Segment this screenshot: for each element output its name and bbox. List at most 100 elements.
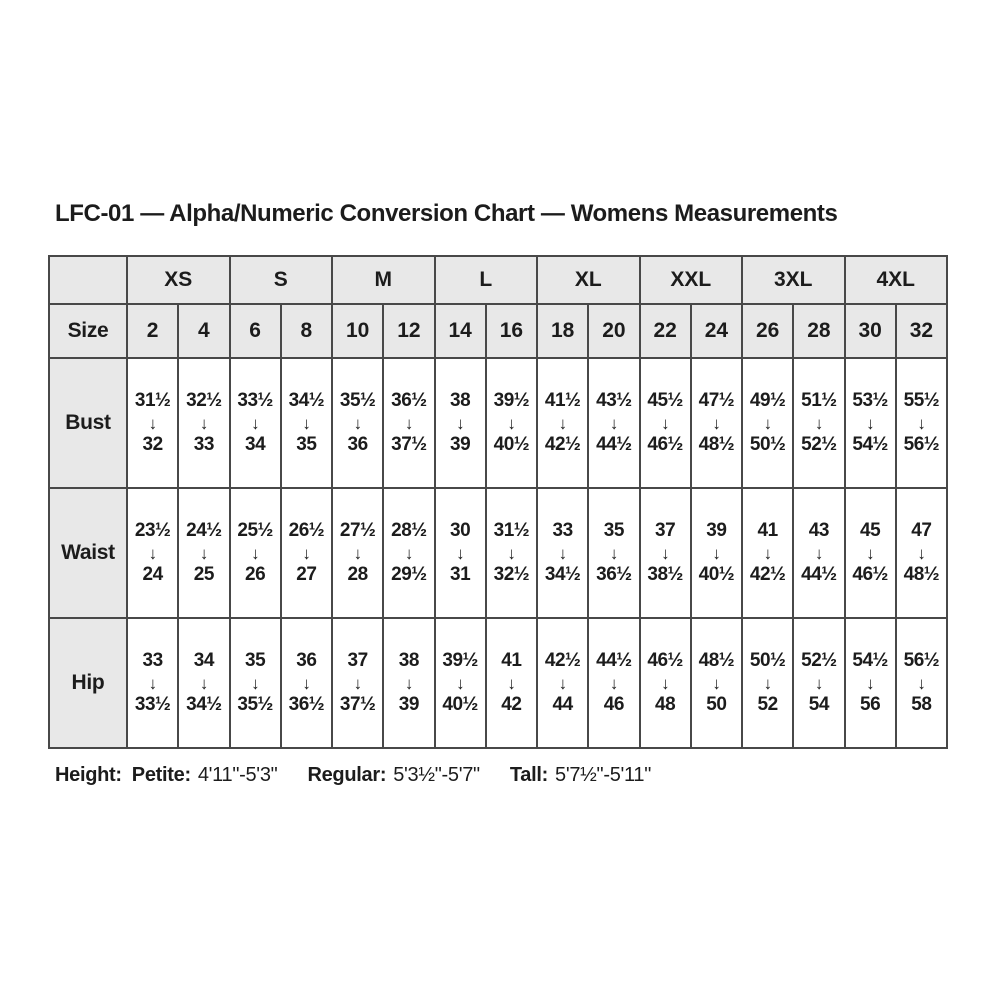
range-to: 46½ <box>647 433 683 455</box>
range-to: 40½ <box>698 563 735 585</box>
down-arrow-icon: ↓ <box>558 673 568 693</box>
measure-cell: 25½ ↓ 26 <box>228 487 282 619</box>
down-arrow-icon: ↓ <box>712 543 721 563</box>
down-arrow-icon: ↓ <box>814 543 824 563</box>
down-arrow-icon: ↓ <box>814 413 824 433</box>
range-to: 37½ <box>339 693 376 715</box>
measure-cell: 41½ ↓ 42½ <box>535 357 590 489</box>
measure-range: 24½ ↓ 25 <box>179 519 228 586</box>
measure-range: 47½ ↓ 48½ <box>692 390 741 456</box>
range-from: 43 <box>808 519 830 541</box>
range-from: 34½ <box>288 389 325 411</box>
range-to: 44½ <box>596 433 632 455</box>
range-to: 34½ <box>544 563 581 585</box>
measure-range: 52½ ↓ 54 <box>794 650 843 716</box>
range-from: 33½ <box>237 389 273 411</box>
range-from: 50½ <box>749 649 786 671</box>
measure-range: 41½ ↓ 42½ <box>538 390 587 456</box>
range-to: 52 <box>757 693 779 715</box>
numeric-size-cell-28: 28 <box>792 303 846 359</box>
measure-cell: 37 ↓ 37½ <box>330 617 385 749</box>
measure-cell: 23½ ↓ 24 <box>125 487 180 619</box>
measure-cell: 49½ ↓ 50½ <box>740 357 795 489</box>
numeric-size-cell-16: 16 <box>484 303 539 359</box>
alpha-size-row: XS S M L XL XXL 3XL 4XL <box>48 255 948 305</box>
measure-cell: 55½ ↓ 56½ <box>894 357 949 489</box>
measure-range: 56½ ↓ 58 <box>897 649 946 716</box>
measure-cell: 34 ↓ 34½ <box>177 617 231 749</box>
measure-cell: 38 ↓ 39 <box>433 357 487 489</box>
range-from: 31½ <box>493 519 530 541</box>
measure-cell: 41 ↓ 42½ <box>740 487 795 619</box>
down-arrow-icon: ↓ <box>507 673 516 693</box>
down-arrow-icon: ↓ <box>712 673 721 693</box>
down-arrow-icon: ↓ <box>763 543 773 563</box>
measure-range: 32½ ↓ 33 <box>179 390 228 456</box>
range-from: 24½ <box>186 519 222 541</box>
down-arrow-icon: ↓ <box>558 413 568 433</box>
numeric-size-cell-20: 20 <box>587 303 641 359</box>
alpha-size-cell-4xl: 4XL <box>843 255 948 305</box>
down-arrow-icon: ↓ <box>404 413 414 433</box>
measure-range: 50½ ↓ 52 <box>743 649 792 716</box>
measure-cell: 30 ↓ 31 <box>433 487 487 619</box>
measure-range: 37 ↓ 37½ <box>333 650 382 716</box>
range-to: 34 <box>245 433 266 455</box>
down-arrow-icon: ↓ <box>456 543 465 563</box>
range-to: 36 <box>347 433 369 455</box>
measurement-row-bust: Bust 31½ ↓ 32 32½ ↓ 33 33½ ↓ 34 34½ ↓ 35 35½ ↓ 36 36½ ↓ 37… <box>48 357 949 489</box>
measure-range: 35 ↓ 36½ <box>589 520 638 586</box>
measure-range: 55½ ↓ 56½ <box>897 389 946 456</box>
measure-range: 45½ ↓ 46½ <box>641 389 690 456</box>
range-from: 56½ <box>903 649 940 671</box>
down-arrow-icon: ↓ <box>814 673 824 693</box>
measure-range: 48½ ↓ 50 <box>692 650 741 716</box>
measurement-row-hip: Hip 33 ↓ 33½ 34 ↓ 34½ 35 ↓ 35½ 36 ↓ 36½ 37 ↓ 37½ 38 ↓ 39 39… <box>48 617 949 749</box>
measure-cell: 38 ↓ 39 <box>382 617 436 749</box>
measure-range: 38 ↓ 39 <box>436 390 485 456</box>
measure-range: 44½ ↓ 46 <box>589 650 638 716</box>
alpha-size-cell-xl: XL <box>536 255 641 305</box>
range-to: 44½ <box>801 563 837 585</box>
numeric-size-cell-8: 8 <box>279 303 334 359</box>
range-from: 41 <box>757 519 779 541</box>
numeric-size-cell-6: 6 <box>228 303 282 359</box>
measure-range: 39½ ↓ 40½ <box>436 649 485 716</box>
measure-cell: 28½ ↓ 29½ <box>382 487 436 619</box>
measure-range: 45 ↓ 46½ <box>846 520 895 586</box>
measure-cell: 45 ↓ 46½ <box>843 487 897 619</box>
measure-range: 30 ↓ 31 <box>436 520 485 586</box>
range-to: 50½ <box>749 433 786 455</box>
measure-cell: 39½ ↓ 40½ <box>433 617 487 749</box>
range-from: 39½ <box>442 649 478 671</box>
table-body: Bust 31½ ↓ 32 32½ ↓ 33 33½ ↓ 34 34½ ↓ 35 35½ ↓ 36 36½ ↓ 37… <box>48 357 949 749</box>
range-to: 36½ <box>596 563 632 585</box>
measure-range: 35 ↓ 35½ <box>231 650 280 716</box>
measure-range: 43 ↓ 44½ <box>794 519 843 586</box>
range-from: 23½ <box>134 519 171 541</box>
down-arrow-icon: ↓ <box>148 413 158 433</box>
range-to: 42 <box>501 693 522 715</box>
down-arrow-icon: ↓ <box>507 543 516 563</box>
measure-range: 34½ ↓ 35 <box>282 389 331 456</box>
measure-range: 33 ↓ 33½ <box>128 650 177 716</box>
alpha-size-cell-xxl: XXL <box>638 255 743 305</box>
numeric-size-cell-32: 32 <box>894 303 949 359</box>
range-from: 55½ <box>903 389 940 411</box>
range-to: 34½ <box>186 693 222 715</box>
range-to: 46 <box>603 693 625 715</box>
range-from: 38 <box>398 649 420 671</box>
range-from: 45½ <box>647 389 683 411</box>
down-arrow-icon: ↓ <box>148 543 158 563</box>
down-arrow-icon: ↓ <box>353 543 363 563</box>
row-label-waist: Waist <box>48 487 128 619</box>
range-to: 36½ <box>288 693 325 715</box>
numeric-size-cell-22: 22 <box>638 303 692 359</box>
conversion-table: XS S M L XL XXL 3XL 4XL Size 2 4 6 8 10 12 14 16 18 20 22… <box>48 255 949 749</box>
range-to: 32 <box>142 433 164 455</box>
down-arrow-icon: ↓ <box>866 413 875 433</box>
range-to: 44 <box>552 693 574 715</box>
down-arrow-icon: ↓ <box>456 413 465 433</box>
down-arrow-icon: ↓ <box>917 413 926 433</box>
down-arrow-icon: ↓ <box>199 543 209 563</box>
